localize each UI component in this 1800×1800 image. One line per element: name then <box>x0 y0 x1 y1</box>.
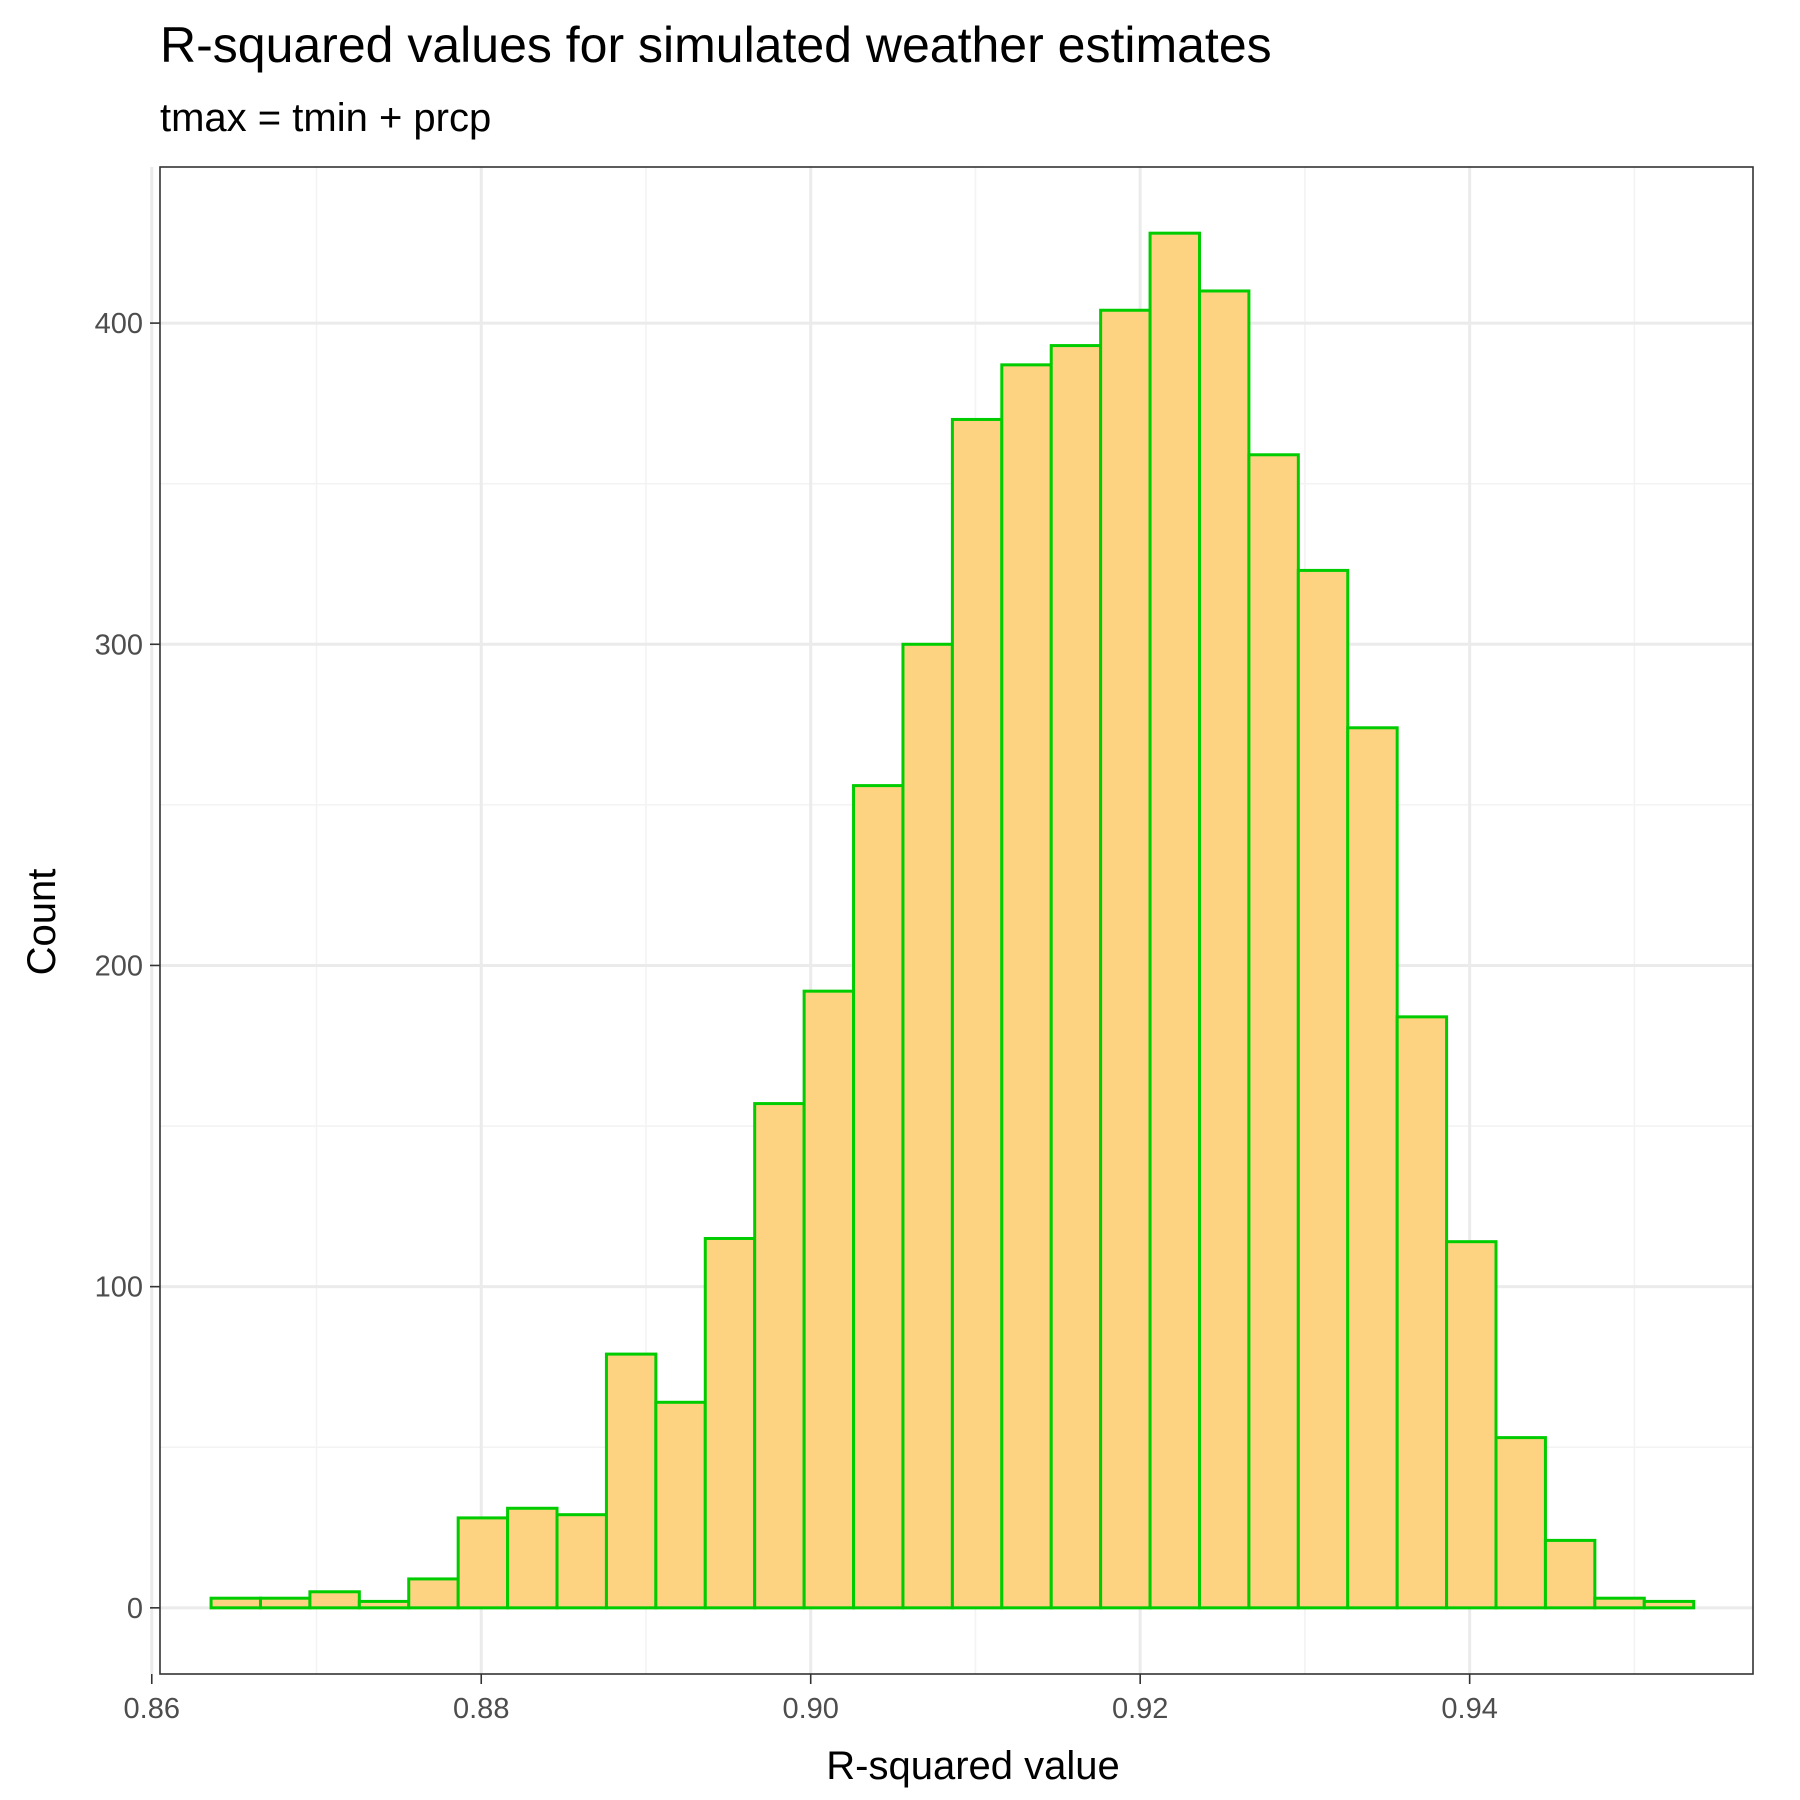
histogram-bar <box>506 1506 559 1610</box>
x-tick-label: 0.90 <box>782 1693 838 1725</box>
panel-border <box>159 166 1754 1675</box>
histogram-bar <box>308 1590 361 1610</box>
histogram-bar <box>1642 1599 1696 1610</box>
histogram-bar <box>1049 344 1103 1610</box>
histogram-bar <box>1148 231 1201 1610</box>
histogram-bar <box>555 1513 608 1610</box>
histogram-bar <box>407 1577 460 1610</box>
x-tick-label: 0.92 <box>1112 1693 1168 1725</box>
histogram-bar <box>703 1236 757 1610</box>
y-tick-label: 0 <box>127 1593 143 1625</box>
axes: 0.86 0.88 0.90 0.92 0.94 0 100 200 300 400 <box>95 308 1498 1725</box>
histogram-bar <box>654 1400 707 1610</box>
histogram-bar <box>1000 363 1053 1610</box>
chart-subtitle: tmax = tmin + prcp <box>160 96 491 140</box>
x-tick-label: 0.88 <box>453 1693 509 1725</box>
histogram-bar <box>1494 1436 1547 1610</box>
histogram-bar <box>1197 289 1251 1610</box>
y-axis-title: Count <box>20 869 64 976</box>
histogram-bar <box>852 784 905 1610</box>
x-tick-label: 0.86 <box>124 1693 180 1725</box>
histogram-bar <box>802 989 856 1610</box>
histogram-bar <box>1395 1015 1449 1610</box>
histogram-bar <box>753 1102 806 1610</box>
histogram-bar <box>357 1599 411 1610</box>
x-axis-title: R-squared value <box>826 1744 1120 1788</box>
histogram-bar <box>1593 1596 1646 1610</box>
histogram-bar <box>950 417 1004 1610</box>
histogram-bar <box>1445 1240 1498 1610</box>
histogram-bar <box>1346 726 1399 1610</box>
y-tick-label: 300 <box>95 629 143 661</box>
y-tick-label: 100 <box>95 1272 143 1304</box>
chart-title: R-squared values for simulated weather e… <box>160 17 1272 73</box>
x-tick-label: 0.94 <box>1441 1693 1497 1725</box>
histogram-bar <box>604 1352 658 1610</box>
histogram-bar <box>1099 308 1152 1610</box>
histogram-bar <box>1296 568 1350 1610</box>
histogram-bars <box>209 231 1696 1610</box>
histogram-bar <box>258 1596 312 1610</box>
histogram-bar <box>209 1596 262 1610</box>
histogram-bar <box>1543 1538 1597 1610</box>
histogram-bar <box>901 642 954 1610</box>
histogram-bar <box>456 1516 510 1610</box>
y-tick-label: 200 <box>95 950 143 982</box>
y-tick-label: 400 <box>95 308 143 340</box>
histogram-bar <box>1247 453 1300 1610</box>
